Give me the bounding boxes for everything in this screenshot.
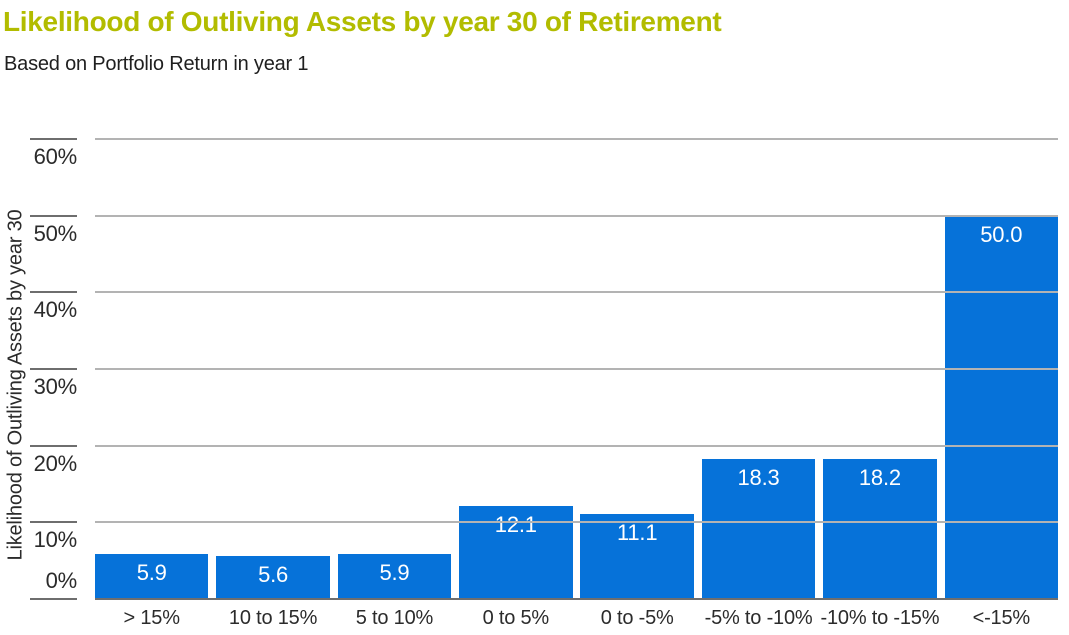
bar-value-label: 18.3 bbox=[737, 464, 780, 490]
x-category-label: 0 to 5% bbox=[482, 607, 550, 629]
y-tick-label: 20% bbox=[33, 450, 78, 476]
chart-title: Likelihood of Outliving Assets by year 3… bbox=[3, 6, 722, 37]
x-category-label: -5% to -10% bbox=[704, 607, 813, 629]
bar: 18.2 bbox=[823, 459, 937, 599]
y-tick-mark bbox=[30, 368, 77, 370]
bar-value-label: 11.1 bbox=[616, 519, 658, 545]
y-tick-mark bbox=[30, 598, 77, 600]
bar: 5.9 bbox=[337, 553, 452, 599]
gridline bbox=[95, 291, 1058, 294]
bar-value-label: 18.2 bbox=[858, 465, 901, 491]
x-category-label: -10% to -15% bbox=[820, 607, 940, 629]
y-tick-label: 50% bbox=[33, 220, 78, 246]
gridline bbox=[95, 444, 1058, 447]
bar: 5.9 bbox=[95, 553, 209, 599]
bar-value-label: 5.9 bbox=[136, 559, 167, 585]
y-tick-label: 10% bbox=[33, 527, 78, 553]
bar: 5.6 bbox=[216, 556, 330, 599]
bar-value-label: 12.1 bbox=[494, 512, 537, 538]
y-tick-mark bbox=[30, 138, 77, 140]
bar-value-label: 5.6 bbox=[258, 562, 289, 588]
x-axis-baseline bbox=[95, 598, 1058, 600]
bar-value-label: 5.9 bbox=[379, 559, 410, 585]
x-category-label: 0 to -5% bbox=[600, 607, 674, 629]
x-category-label: <-15% bbox=[972, 607, 1031, 629]
x-category-label: 10 to 15% bbox=[228, 607, 318, 629]
bar: 11.1 bbox=[580, 513, 694, 599]
y-tick-label: 0% bbox=[45, 568, 78, 593]
y-tick-label: 30% bbox=[33, 374, 78, 399]
chart-subtitle: Based on Portfolio Return in year 1 bbox=[4, 53, 309, 75]
bar-value-label: 50.0 bbox=[980, 221, 1023, 247]
bar: 18.3 bbox=[701, 458, 816, 599]
y-tick-mark bbox=[30, 291, 77, 294]
x-category-label: 5 to 10% bbox=[355, 607, 434, 629]
gridline bbox=[95, 521, 1058, 524]
y-tick-mark bbox=[30, 444, 77, 447]
y-tick-mark bbox=[30, 214, 77, 217]
y-tick-label: 40% bbox=[33, 297, 78, 323]
x-category-label: > 15% bbox=[123, 607, 180, 629]
gridline bbox=[95, 138, 1058, 140]
y-tick-mark bbox=[30, 521, 77, 524]
bar: 12.1 bbox=[459, 506, 573, 599]
gridline bbox=[95, 368, 1058, 370]
gridline bbox=[95, 214, 1058, 217]
y-tick-label: 60% bbox=[33, 144, 78, 169]
bar: 50.0 bbox=[944, 215, 1058, 599]
